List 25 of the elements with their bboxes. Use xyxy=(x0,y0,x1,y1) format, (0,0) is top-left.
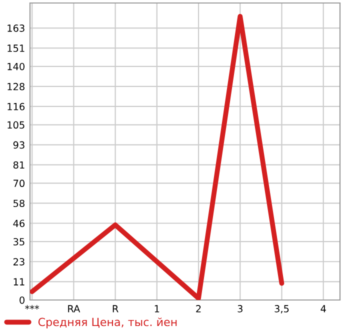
x-tick-label: 2 xyxy=(196,305,201,312)
y-tick-label: 140 xyxy=(8,62,24,70)
y-tick-label: 93 xyxy=(13,141,24,149)
y-tick-label: 58 xyxy=(14,200,24,208)
y-tick-label: 151 xyxy=(8,44,24,52)
x-tick-label: 1 xyxy=(154,305,160,312)
y-tick-label: 11 xyxy=(14,278,24,286)
x-tick-label: 3 xyxy=(238,305,242,312)
y-tick-label: 35 xyxy=(14,238,24,246)
x-tick-label: *** xyxy=(25,305,40,310)
x-tick-label: RA xyxy=(68,305,80,312)
y-tick-label: 128 xyxy=(8,82,24,90)
y-tick-label: 0 xyxy=(20,296,24,304)
x-tick-label: 4 xyxy=(320,305,326,312)
y-tick-label: 163 xyxy=(8,24,24,32)
y-tick-label: 23 xyxy=(13,258,24,266)
x-tick-label: R xyxy=(112,305,118,312)
y-tick-label: 105 xyxy=(8,121,24,129)
y-tick-label: 46 xyxy=(13,220,25,228)
x-tick-label: 3,5 xyxy=(274,305,289,314)
y-tick-label: 81 xyxy=(13,161,24,169)
legend-label: Средняя Цена, тыс. йен xyxy=(38,318,177,328)
line-series xyxy=(30,14,284,300)
y-tick-label: 70 xyxy=(14,180,24,188)
y-tick-label: 116 xyxy=(8,102,25,110)
